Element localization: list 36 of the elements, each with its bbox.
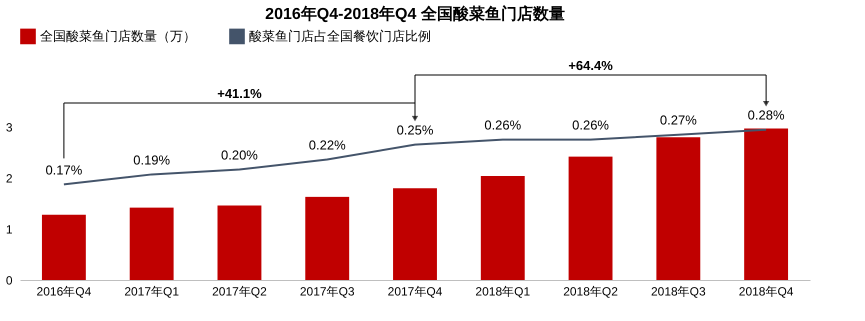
x-tick-label: 2017年Q4 [388,284,443,298]
data-label: 0.26% [484,118,522,133]
x-tick-label: 2018年Q4 [738,284,794,298]
data-label: 0.22% [308,138,346,153]
bar [42,214,86,280]
x-tick-label: 2017年Q3 [300,284,355,298]
x-tick-label: 2017年Q1 [124,284,180,298]
x-tick-label: 2016年Q4 [36,284,92,298]
x-tick-label: 2018年Q3 [650,284,706,298]
text: +64.4% [568,58,614,73]
data-label: 0.27% [660,112,698,128]
bar [130,208,174,280]
x-tick-label: 2017年Q2 [212,284,268,298]
y-tick-label: 1 [6,222,13,236]
x-tick-label: 2018年Q1 [475,284,530,298]
text: +41.1% [217,86,262,101]
data-label: 0.19% [133,152,171,168]
legend-label: 酸菜鱼门店占全国餐饮门店比例 [249,28,431,44]
bar [305,196,350,280]
x-tick-label: 2018年Q2 [563,284,618,298]
bar [568,156,612,280]
y-tick-label: 2 [6,172,13,186]
bar [480,176,525,280]
chart-title: 2016年Q4-2018年Q4 全国酸菜鱼门店数量 [265,4,565,23]
bar [744,128,788,280]
y-tick-label: 3 [6,120,13,134]
data-label: 0.28% [748,108,785,123]
data-label: 0.25% [396,122,434,138]
data-label: 0.20% [221,147,258,162]
bar [218,206,262,280]
legend-label: 全国酸菜鱼门店数量（万） [40,28,196,44]
data-label: 0.17% [45,162,83,178]
y-tick-label: 0 [6,274,13,288]
bar [656,137,700,280]
bar [393,188,437,280]
data-label: 0.26% [572,118,610,133]
